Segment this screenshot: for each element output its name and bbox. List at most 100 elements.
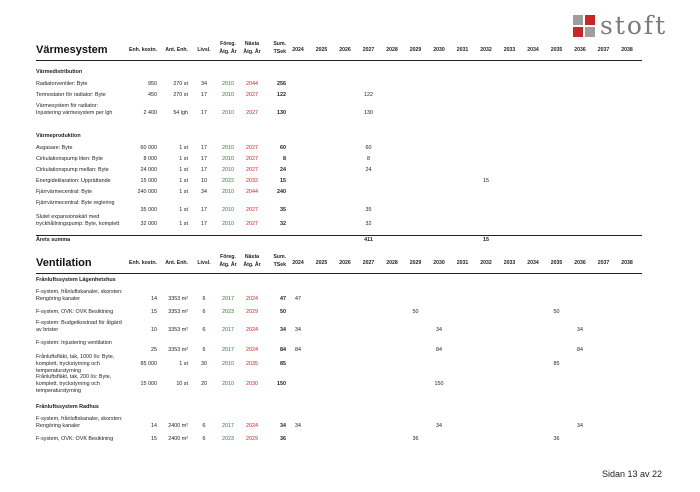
previous-year: 2017: [222, 423, 234, 429]
header-year-2029: 2029: [409, 47, 422, 53]
sum-tsek: 15: [280, 178, 286, 184]
logo-mark-icon: [573, 15, 595, 37]
lifespan: 6: [202, 347, 206, 353]
lifespan: 6: [202, 423, 206, 429]
item-description: F-system: Budgetkostnad för åtgärd av br…: [36, 320, 122, 333]
lifespan: 17: [201, 156, 207, 162]
sum-tsek: 8: [283, 156, 286, 162]
table-row: Slutet expansionskärl med tryckhållnings…: [36, 214, 642, 235]
header-year-2037: 2037: [597, 260, 610, 266]
table-row: Frånluftsfläkt, tak, 200 l/s: Byte, komp…: [36, 374, 642, 395]
unit-cost: 14: [151, 423, 157, 429]
sum-tsek: 256: [277, 81, 286, 87]
total-divider: [36, 235, 642, 236]
year-value-2027: 32: [365, 221, 372, 227]
sum-tsek: 84: [280, 347, 286, 353]
year-value-2024: 34: [295, 327, 301, 333]
quantity: 1 st: [179, 156, 188, 162]
sum-tsek: 50: [280, 309, 286, 315]
quantity: 1 st: [179, 145, 188, 151]
item-description: F-system, OVK: OVK Besiktning: [36, 309, 114, 315]
table-row: Avgasare: Byte 60 000 1 st 17 2010 2027 60 60: [36, 145, 642, 152]
table-row: F-system, frånluftskanaler, skorsten: Re…: [36, 416, 642, 437]
next-year: 2030: [246, 381, 258, 387]
varmesystem-title: Värmesystem: [36, 44, 108, 56]
varmesystem-table: Värmesystem Enh. kostn. Ant. Enh. Livsl. För…: [36, 40, 642, 243]
unit-cost: 32 000: [140, 221, 158, 227]
header-year-2037: 2037: [597, 47, 610, 53]
next-year: 2035: [246, 361, 258, 367]
header-year-2033: 2033: [503, 47, 516, 53]
year-value-2035: 85: [553, 361, 560, 367]
sum-tsek: 47: [280, 296, 286, 302]
next-year: 2027: [246, 207, 258, 213]
section-label: Värmedistribution: [36, 69, 83, 75]
quantity: 10 st: [176, 381, 188, 387]
header-year-2038: 2038: [621, 260, 633, 266]
item-description: Termostater för radiator: Byte: [36, 92, 106, 98]
table-row: Radiatorventiler: Byte 950 270 st 34 2010 204…: [36, 81, 642, 88]
previous-year: 2017: [222, 347, 234, 353]
next-year: 2029: [246, 436, 258, 442]
header-year-2032: 2032: [480, 260, 492, 266]
table-row: Termostater för radiator: Byte 450 270 st 1…: [36, 92, 642, 99]
unit-cost: 10: [151, 327, 157, 333]
lifespan: 6: [202, 296, 206, 302]
stoft-logo: stoft: [573, 11, 668, 40]
header-ant-enh: Ant. Enh.: [165, 47, 188, 53]
next-year: 2027: [246, 167, 258, 173]
year-value-2029: 50: [412, 309, 419, 315]
year-value-2027: 8: [367, 156, 370, 162]
year-value-2030: 34: [436, 423, 442, 429]
sum-tsek: 60: [280, 145, 286, 151]
year-value-2024: 84: [295, 347, 301, 353]
header-foreg: Föreg.: [220, 254, 236, 260]
unit-cost: 25: [151, 347, 157, 353]
item-description: F-system, frånluftskanaler, skorsten: Re…: [36, 416, 123, 429]
previous-year: 2010: [222, 156, 234, 162]
next-year: 2027: [246, 110, 258, 116]
year-value-2024: 34: [295, 423, 301, 429]
table-row: Cirkulationspump liten: Byte 8 000 1 st 17 2…: [36, 156, 642, 163]
previous-year: 2017: [222, 296, 234, 302]
sum-tsek: 150: [277, 381, 286, 387]
header-year-2036: 2036: [574, 260, 586, 266]
sum-tsek: 35: [280, 207, 286, 213]
logo-text: stoft: [600, 11, 668, 40]
next-year: 2024: [246, 347, 258, 353]
item-description: F-system, OVK: OVK Besiktning: [36, 436, 114, 442]
previous-year: 2010: [222, 110, 234, 116]
unit-cost: 2 400: [143, 110, 158, 116]
ventilation-table: Ventilation Enh. kostn. Ant. Enh. Livsl. För…: [36, 253, 642, 443]
header-year-2035: 2035: [550, 260, 563, 266]
unit-cost: 8 000: [143, 156, 158, 162]
header-year-2026: 2026: [339, 47, 351, 53]
header-divider: [36, 273, 642, 274]
header-year-2024: 2024: [292, 260, 304, 266]
header-enh-kostn: Enh. kostn.: [129, 260, 157, 266]
previous-year: 2010: [222, 221, 234, 227]
previous-year: 2017: [222, 327, 234, 333]
previous-year: 2010: [222, 81, 234, 87]
lifespan: 34: [201, 81, 207, 87]
header-sum: Sum.: [273, 41, 286, 47]
header-foreg-atg: Åtg. År: [219, 49, 237, 55]
item-description: Avgasare: Byte: [36, 145, 73, 151]
quantity: 270 st: [173, 81, 188, 87]
year-value-2036: 34: [577, 423, 583, 429]
item-description: Slutet expansionskärl med tryckhållnings…: [36, 214, 120, 227]
year-value-2027: 122: [364, 92, 373, 98]
unit-cost: 15 000: [140, 178, 158, 184]
header-year-2035: 2035: [550, 47, 563, 53]
quantity: 3353 m²: [168, 347, 188, 353]
header-year-2034: 2034: [527, 47, 539, 53]
table-row: Fjärrvärmecentral: Byte reglering 35 000 1…: [36, 200, 642, 214]
previous-year: 2010: [222, 167, 234, 173]
item-description: Frånluftsfläkt, tak, 200 l/s: Byte, komp…: [36, 374, 112, 394]
header-year-2031: 2031: [456, 47, 469, 53]
table-row: F-system: Injustering ventilation 25 3353 …: [36, 340, 642, 354]
year-value-2030: 84: [436, 347, 442, 353]
previous-year: 2010: [222, 361, 234, 367]
sum-tsek: 85: [280, 361, 286, 367]
year-value-2036: 84: [577, 347, 583, 353]
